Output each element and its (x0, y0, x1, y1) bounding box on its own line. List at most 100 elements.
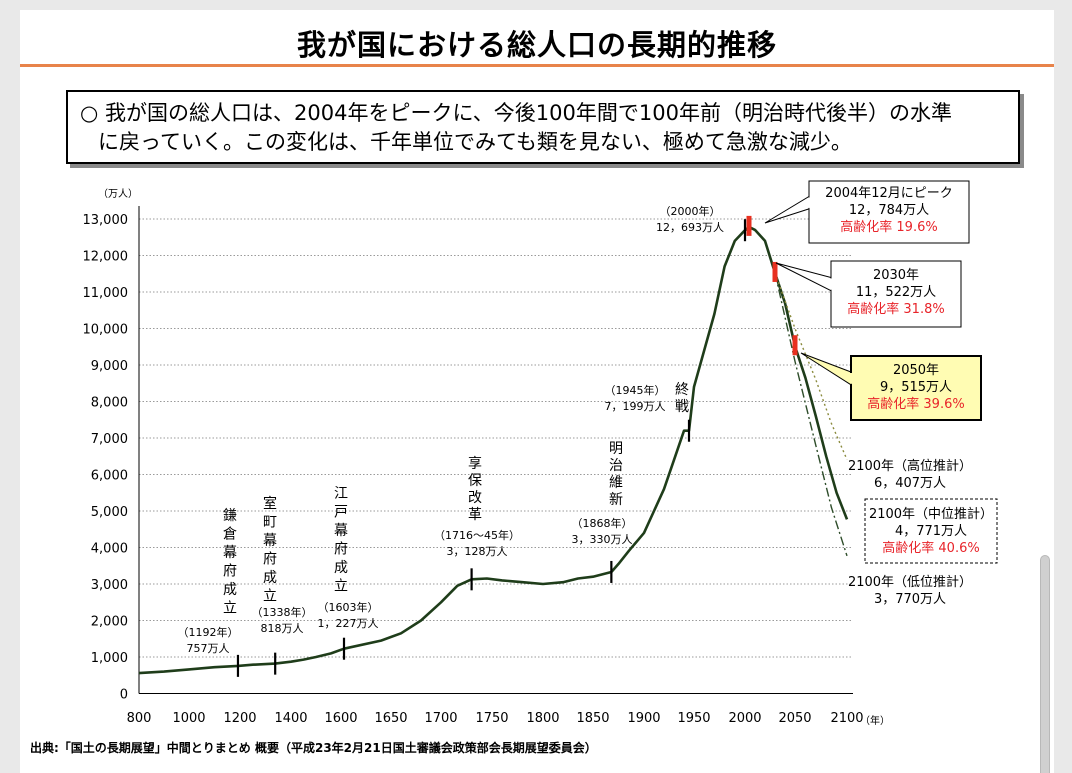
annotation-char: 享 (468, 455, 482, 472)
annotation-char: 鎌 (223, 508, 237, 524)
x-tick-label: 1600 (324, 711, 357, 726)
annotation-label: （1868年） 3，330万人 (572, 516, 633, 546)
callout-text: 4，771万人 (895, 524, 967, 539)
scrollbar-thumb[interactable] (1040, 555, 1050, 773)
series-line-low (774, 272, 848, 557)
source-note: 出典:「国土の長期展望」中間とりまとめ 概要（平成23年2月21日国土審議会政策… (30, 740, 597, 755)
annotation-char: 治 (609, 458, 623, 474)
projection-marker (772, 261, 778, 282)
chart-axes: 0 1,000 2,000 3,000 4,000 5,000 6,000 7,000 8,00… (83, 188, 891, 727)
callout-text: 2050年 (893, 363, 939, 378)
callout-text: 2100年（中位推計） (869, 506, 993, 522)
annotation-char: 保 (468, 473, 482, 489)
y-tick-label: 5,000 (91, 505, 128, 520)
annotation-text: 1，227万人 (318, 617, 379, 630)
y-tick-label: 0 (120, 688, 128, 703)
annotation-label: （1945年） 7，199万人 (605, 383, 666, 413)
annotation-text: （1338年） (252, 605, 313, 619)
annotation-char: 幕 (263, 533, 277, 549)
annotation-char: 府 (334, 542, 348, 558)
slide: 我が国における総人口の長期的推移 ○ 我が国の総人口は、2004年をピークに、今… (20, 10, 1054, 773)
annotation-char: 改 (468, 490, 482, 506)
callout-frame (808, 180, 970, 244)
annotation-label: （1716〜45年） 3，128万人 (434, 528, 520, 558)
annotation-char: 立 (223, 601, 237, 617)
annotation-text: （1192年） (178, 625, 239, 639)
y-tick-label: 2,000 (91, 615, 128, 630)
callout-aging-rate: 高齢化率 19.6% (840, 219, 937, 235)
callout-frame (864, 498, 998, 564)
x-tick-label: 1800 (526, 711, 559, 726)
annotation-char: 戦 (675, 399, 689, 415)
annotation-char: 成 (263, 570, 277, 586)
annotation-label: 終戦 (675, 382, 689, 415)
title-underline (20, 64, 1054, 67)
callout-box: 2100年（高位推計） 6，407万人 (848, 458, 972, 491)
summary-box: ○ 我が国の総人口は、2004年をピークに、今後100年間で100年前（明治時代… (66, 90, 1020, 164)
annotation-char: 成 (223, 582, 237, 598)
annotation-text: （1716〜45年） (434, 528, 520, 542)
y-tick-label: 9,000 (91, 359, 128, 374)
x-tick-label: 1700 (424, 711, 457, 726)
annotation-char: 維 (609, 475, 623, 491)
population-chart: 0 1,000 2,000 3,000 4,000 5,000 6,000 7,000 8,00… (30, 180, 998, 755)
y-tick-label: 13,000 (83, 213, 129, 228)
callout-text: 2100年（低位推計） (848, 574, 972, 590)
annotation-text: 3，330万人 (572, 533, 633, 546)
x-axis-unit: （年） (860, 714, 890, 727)
annotation-char: 立 (263, 589, 277, 605)
callout-box: 2100年（低位推計） 3，770万人 (848, 574, 972, 607)
annotation-char: 府 (223, 564, 237, 580)
y-tick-label: 1,000 (91, 651, 128, 666)
callout-text: 9，515万人 (880, 380, 952, 395)
x-tick-label: 1750 (475, 711, 508, 726)
callout-aging-rate: 高齢化率 39.6% (867, 396, 964, 412)
y-tick-label: 11,000 (83, 286, 129, 301)
annotation-char: 府 (263, 552, 277, 568)
annotation-char: 町 (263, 515, 277, 531)
projection-marker (746, 215, 752, 236)
callout-frame (830, 260, 962, 328)
annotation-text: （1945年） (605, 383, 666, 397)
annotation-text: （1603年） (318, 600, 379, 614)
x-tick-label: 1650 (374, 711, 407, 726)
x-tick-label: 2100 (830, 711, 863, 726)
annotation-text: 818万人 (261, 622, 304, 635)
chart-grid (139, 218, 853, 658)
annotation-char: 倉 (223, 527, 237, 543)
callout-text: 2100年（高位推計） (848, 458, 972, 474)
summary-line-1: ○ 我が国の総人口は、2004年をピークに、今後100年間で100年前（明治時代… (80, 101, 952, 125)
annotation-text: 757万人 (187, 642, 230, 655)
x-tick-label: 2050 (778, 711, 811, 726)
chart-annotations: 鎌倉幕府成立（1192年）757万人室町幕府成立（1338年）818万人江戸幕府… (178, 204, 725, 655)
callout-text: 6，407万人 (874, 476, 946, 491)
annotation-char: 幕 (334, 523, 348, 539)
y-tick-label: 4,000 (91, 542, 128, 557)
callout-text: 12，784万人 (849, 203, 929, 218)
annotation-text: （1868年） (572, 516, 633, 530)
x-tick-label: 1900 (627, 711, 660, 726)
page-title: 我が国における総人口の長期的推移 (296, 28, 777, 62)
y-tick-label: 7,000 (91, 432, 128, 447)
callout-aging-rate: 高齢化率 40.6% (882, 540, 979, 556)
y-tick-label: 12,000 (83, 250, 129, 265)
annotation-char: 終 (675, 382, 689, 398)
x-tick-label: 1000 (172, 711, 205, 726)
summary-line-2: に戻っていく。この変化は、千年単位でみても類を見ない、極めて急激な減少。 (98, 130, 852, 154)
x-tick-label: 1850 (576, 711, 609, 726)
annotation-text: （2000年） (660, 204, 721, 218)
annotation-label: （1603年） 1，227万人 (318, 600, 379, 630)
x-tick-label: 800 (127, 711, 152, 726)
y-axis-unit: （万人） (98, 188, 138, 200)
event-ticks (236, 215, 798, 677)
annotation-char: 幕 (223, 545, 237, 561)
annotation-char: 明 (609, 441, 623, 457)
annotation-label: （2000年） 12，693万人 (656, 204, 724, 234)
